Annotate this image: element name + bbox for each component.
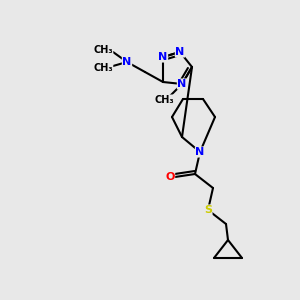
Text: S: S (204, 205, 212, 215)
Text: CH₃: CH₃ (154, 95, 174, 105)
Text: N: N (158, 52, 168, 62)
Text: CH₃: CH₃ (93, 63, 113, 73)
Text: O: O (165, 172, 175, 182)
Text: N: N (177, 79, 187, 89)
Text: CH₃: CH₃ (93, 45, 113, 55)
Text: N: N (122, 57, 132, 67)
Text: N: N (176, 47, 184, 57)
Text: N: N (195, 147, 205, 157)
